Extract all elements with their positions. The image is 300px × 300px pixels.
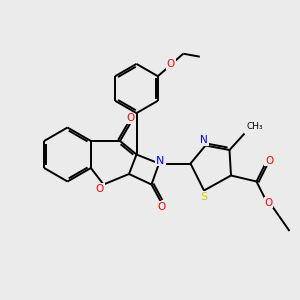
Text: CH₃: CH₃ — [247, 122, 263, 131]
Text: O: O — [96, 184, 104, 194]
Text: O: O — [264, 197, 273, 208]
Text: O: O — [126, 113, 135, 124]
Text: N: N — [156, 155, 165, 166]
Text: O: O — [158, 202, 166, 212]
Text: S: S — [200, 192, 208, 202]
Text: O: O — [167, 59, 175, 69]
Text: N: N — [200, 135, 208, 145]
Text: O: O — [265, 155, 273, 166]
